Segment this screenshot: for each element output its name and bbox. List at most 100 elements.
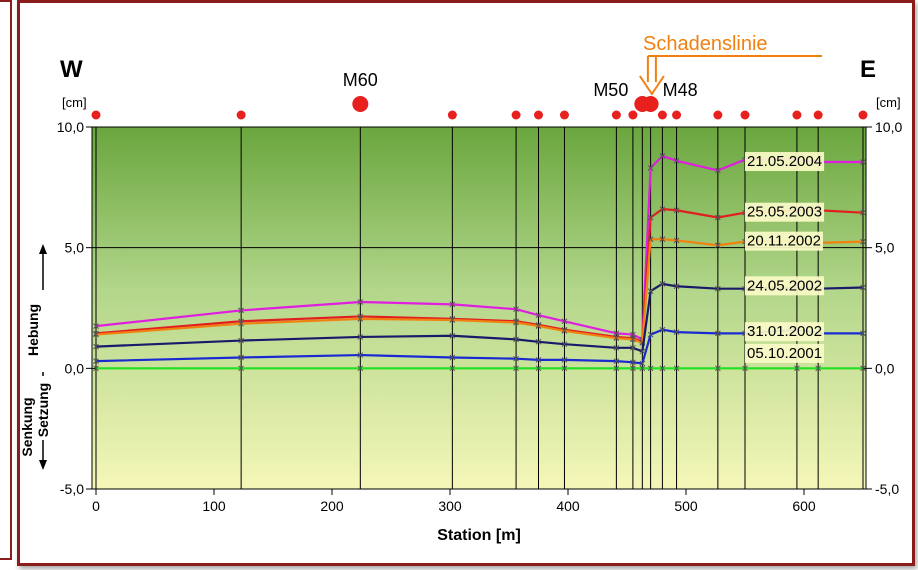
y-tick-label-right: 10,0	[875, 119, 902, 135]
data-point-marker	[238, 337, 244, 344]
legend-labels: 21.05.2004 25.05.2003 20.11.2002 24.05.2002…	[745, 152, 825, 363]
station-marker	[559, 110, 569, 120]
x-axis-ticks: 0 100 200 300 400 500 600	[92, 489, 816, 514]
data-point-marker	[93, 358, 99, 364]
data-point-marker	[613, 335, 620, 342]
data-point-marker	[561, 318, 568, 325]
station-marker	[672, 110, 682, 120]
y-axis-ticks: -5,0 -5,0 0,0 0,0 5,0 5,0 10,0 10,0	[57, 119, 903, 497]
data-point-marker	[513, 336, 519, 343]
data-point-marker	[630, 359, 636, 366]
data-point-marker	[860, 159, 866, 165]
data-point-marker	[535, 312, 542, 319]
data-point-marker	[715, 365, 721, 372]
station-marker	[858, 110, 868, 120]
data-point-marker	[535, 338, 542, 345]
y-label-setzung: Setzung	[35, 383, 51, 437]
data-point-marker	[659, 326, 666, 333]
x-tick-label: 0	[92, 498, 100, 514]
data-point-marker	[561, 341, 568, 348]
y-tick-label-right: -5,0	[875, 481, 899, 497]
data-point-marker	[673, 207, 680, 214]
station-marker	[740, 110, 750, 120]
data-point-marker	[630, 365, 636, 372]
arrow-up-head	[39, 244, 47, 254]
y-label-senkung: Senkung	[19, 397, 35, 456]
series-date-label: 05.10.2001	[747, 345, 822, 362]
data-point-marker	[93, 323, 99, 329]
data-point-marker	[535, 365, 542, 372]
plot-area	[92, 127, 866, 489]
x-tick-label: 100	[202, 498, 226, 514]
data-point-marker	[860, 284, 866, 291]
y-label-hebung: Hebung	[25, 304, 41, 356]
data-point-marker	[535, 323, 542, 329]
data-point-marker	[715, 285, 721, 292]
data-point-marker	[673, 237, 680, 244]
x-tick-label: 300	[438, 498, 462, 514]
data-point-marker	[659, 236, 666, 243]
data-point-marker	[561, 357, 568, 363]
y-tick-label-left: -5,0	[60, 481, 84, 497]
data-point-marker	[238, 320, 244, 327]
data-point-marker	[673, 365, 680, 372]
data-point-marker	[357, 316, 364, 322]
data-point-marker	[357, 299, 364, 305]
data-point-marker	[630, 344, 636, 351]
series-date-label-bg	[745, 322, 825, 342]
data-point-marker	[647, 365, 654, 372]
schadenslinie-label: Schadenslinie	[643, 33, 768, 55]
data-point-marker	[613, 358, 620, 364]
series-date-label: 24.05.2002	[747, 277, 822, 294]
series-date-label-bg	[745, 343, 825, 363]
station-marker-label: M48	[663, 80, 698, 100]
x-tick-label: 200	[320, 498, 344, 514]
data-point-marker	[449, 317, 456, 323]
station-marker	[534, 110, 543, 120]
data-point-marker	[673, 329, 680, 335]
data-point-marker	[639, 348, 646, 355]
station-marker	[611, 110, 621, 120]
station-marker	[792, 110, 802, 120]
station-marker-label: M50	[593, 80, 628, 100]
data-point-marker	[659, 153, 666, 159]
y-tick-label-left: 10,0	[57, 119, 84, 135]
y-tick-label-left: 0,0	[65, 360, 85, 376]
station-marker	[813, 110, 823, 120]
station-markers: M60 M50 M48	[91, 70, 868, 120]
data-point-marker	[561, 328, 568, 334]
corner-label-west: W	[60, 56, 83, 83]
data-point-marker	[93, 365, 99, 372]
data-point-marker	[561, 365, 568, 372]
data-point-marker	[673, 157, 680, 164]
series-date-label-bg	[745, 202, 825, 222]
x-tick-label: 500	[674, 498, 698, 514]
data-point-marker	[742, 365, 748, 372]
series-date-label: 25.05.2003	[747, 204, 822, 221]
unit-label-left: [cm]	[62, 95, 87, 110]
data-point-marker	[647, 236, 654, 243]
data-point-marker	[715, 214, 721, 221]
schadenslinie-arrow	[639, 56, 665, 96]
data-point-marker	[535, 357, 542, 363]
data-point-marker	[659, 365, 666, 372]
data-point-marker	[647, 214, 654, 221]
station-marker	[628, 110, 638, 120]
left-panel-edge	[0, 0, 12, 560]
data-point-marker	[238, 354, 244, 361]
data-point-marker	[860, 238, 866, 245]
data-point-marker	[715, 242, 721, 249]
station-marker	[91, 110, 101, 120]
data-point-marker	[647, 288, 654, 294]
data-point-marker	[93, 343, 99, 350]
data-point-marker	[673, 283, 680, 290]
x-axis-title: Station [m]	[437, 527, 521, 544]
data-point-marker	[613, 365, 620, 372]
data-point-marker	[357, 334, 364, 340]
data-point-marker	[449, 332, 456, 339]
series-date-label: 20.11.2002	[747, 233, 821, 250]
data-point-marker	[794, 365, 800, 372]
data-point-marker	[659, 281, 666, 287]
unit-label-right: [cm]	[876, 95, 901, 110]
